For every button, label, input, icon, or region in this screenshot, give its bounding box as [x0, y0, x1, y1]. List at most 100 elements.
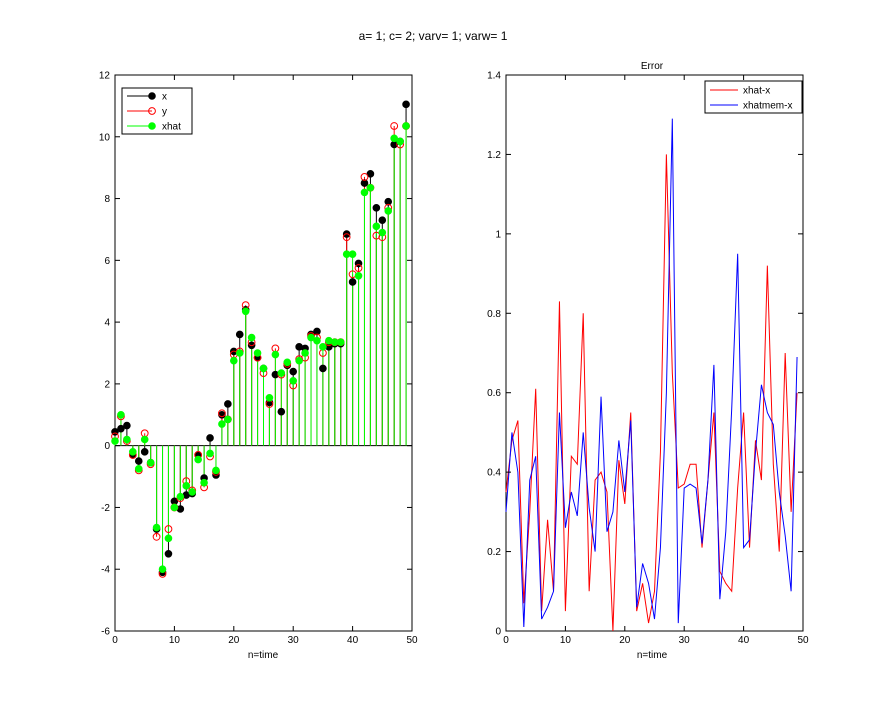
y-point [218, 409, 226, 418]
error-plot-xlabel: n=time [637, 650, 668, 661]
xhat-point [247, 333, 256, 342]
figure-title: a= 1; c= 2; varv= 1; varw= 1 [359, 29, 508, 43]
xhat-point [224, 415, 232, 424]
stem-plot-marks [111, 100, 412, 578]
y-point [342, 233, 351, 242]
y-tick-label: -4 [101, 565, 110, 576]
xhat-point [313, 336, 321, 345]
y-tick-label: 1.4 [487, 71, 501, 82]
stem-plot-legend: xy xhat [121, 87, 193, 135]
xhat-point [188, 488, 197, 496]
x-point [313, 327, 321, 336]
x-tick-label: 10 [560, 635, 572, 646]
stem-plot-ticks: 0 10 20 30 40 50 -6 -4 -2 0 2 4 6 8 10 12 [99, 71, 418, 647]
x-point [235, 330, 244, 339]
x-point [206, 434, 214, 442]
error-plot-ticks: 0 10 20 30 40 50 0 0.2 0.4 0.6 0.8 1 1.2 1.4 [487, 71, 809, 647]
error-plot-frame [505, 74, 804, 632]
x-point [402, 100, 410, 109]
legend-swatch-marker [148, 122, 156, 130]
legend-label: xhat [162, 122, 181, 133]
xhat-point [384, 207, 393, 215]
y-tick-label: -6 [101, 627, 110, 638]
xhat-point [182, 482, 191, 490]
y-tick-label: -2 [101, 503, 110, 514]
y-tick-label: 0.8 [487, 309, 501, 320]
xhat-point [206, 449, 214, 458]
x-tick-label: 0 [112, 635, 118, 646]
xhat-point [372, 222, 381, 231]
legend-swatch-marker [148, 107, 156, 115]
xhat-point [336, 338, 345, 346]
stem-plot-axes: 0 10 20 30 40 50 -6 -4 -2 0 2 4 6 8 10 12 n=time xy xhat [99, 71, 418, 662]
error-plot-legend: xhat-x xhatmem-x [704, 80, 803, 114]
xhat-point [152, 523, 161, 532]
y-tick-label: 6 [104, 256, 110, 267]
error-plot-title: Error [641, 61, 664, 72]
x-point [224, 400, 232, 408]
y-tick-label: 0.2 [487, 547, 501, 558]
xhat-point [218, 420, 226, 428]
y-point [354, 264, 363, 272]
y-tick-label: 1 [495, 229, 501, 240]
stem-plot-frame [114, 74, 413, 632]
x-point [140, 448, 149, 456]
xhat-point [123, 435, 131, 444]
xhat-point [146, 458, 155, 467]
stem-plot-xlabel: n=time [248, 650, 279, 661]
x-tick-label: 40 [347, 635, 359, 646]
xhat-point [390, 134, 398, 143]
xhat-point [241, 307, 250, 316]
y-point [390, 122, 399, 130]
x-point [366, 170, 375, 178]
x-point [372, 204, 381, 212]
xhat-point [212, 466, 220, 475]
xhat-point [301, 349, 309, 357]
series-line-xhatmem-x [505, 118, 798, 628]
legend-box [704, 80, 803, 114]
xhat-point [111, 437, 119, 445]
error-plot-axes: 0 10 20 30 40 50 0 0.2 0.4 0.6 0.8 1 1.2 1.4 Error n=… [487, 61, 809, 661]
x-point [164, 549, 173, 558]
x-tick-label: 0 [503, 635, 509, 646]
xhat-point [200, 478, 208, 487]
y-point [152, 532, 161, 541]
x-tick-label: 40 [738, 635, 750, 646]
xhat-point [164, 534, 173, 543]
y-tick-label: 0 [104, 441, 110, 452]
error-plot-marks [505, 118, 798, 632]
x-tick-label: 50 [406, 635, 418, 646]
x-tick-label: 30 [288, 635, 300, 646]
xhat-point [348, 250, 357, 258]
xhat-point [402, 122, 410, 130]
xhat-point [307, 333, 315, 342]
xhat-point [194, 455, 202, 464]
xhat-point [319, 343, 327, 351]
xhat-point [117, 410, 125, 419]
x-tick-label: 20 [228, 635, 240, 646]
x-tick-label: 30 [679, 635, 691, 646]
x-point [378, 216, 387, 224]
legend-label: x [162, 92, 167, 103]
x-point [384, 197, 393, 206]
xhat-point [265, 393, 274, 402]
x-tick-label: 50 [797, 635, 809, 646]
xhat-point [295, 356, 303, 365]
y-tick-label: 2 [104, 379, 110, 390]
x-point [277, 407, 286, 416]
x-point [134, 457, 143, 465]
xhat-point [230, 356, 238, 365]
x-point [348, 278, 357, 286]
legend-label: xhatmem-x [743, 101, 792, 112]
xhat-point [354, 271, 363, 280]
xhat-point [140, 435, 149, 444]
x-tick-label: 20 [619, 635, 631, 646]
xhat-point [378, 228, 387, 237]
y-point [360, 173, 369, 181]
x-point [319, 364, 327, 373]
xhat-point [129, 448, 137, 456]
xhat-point [235, 349, 244, 357]
xhat-point [259, 364, 268, 373]
y-tick-label: 0.6 [487, 388, 501, 399]
